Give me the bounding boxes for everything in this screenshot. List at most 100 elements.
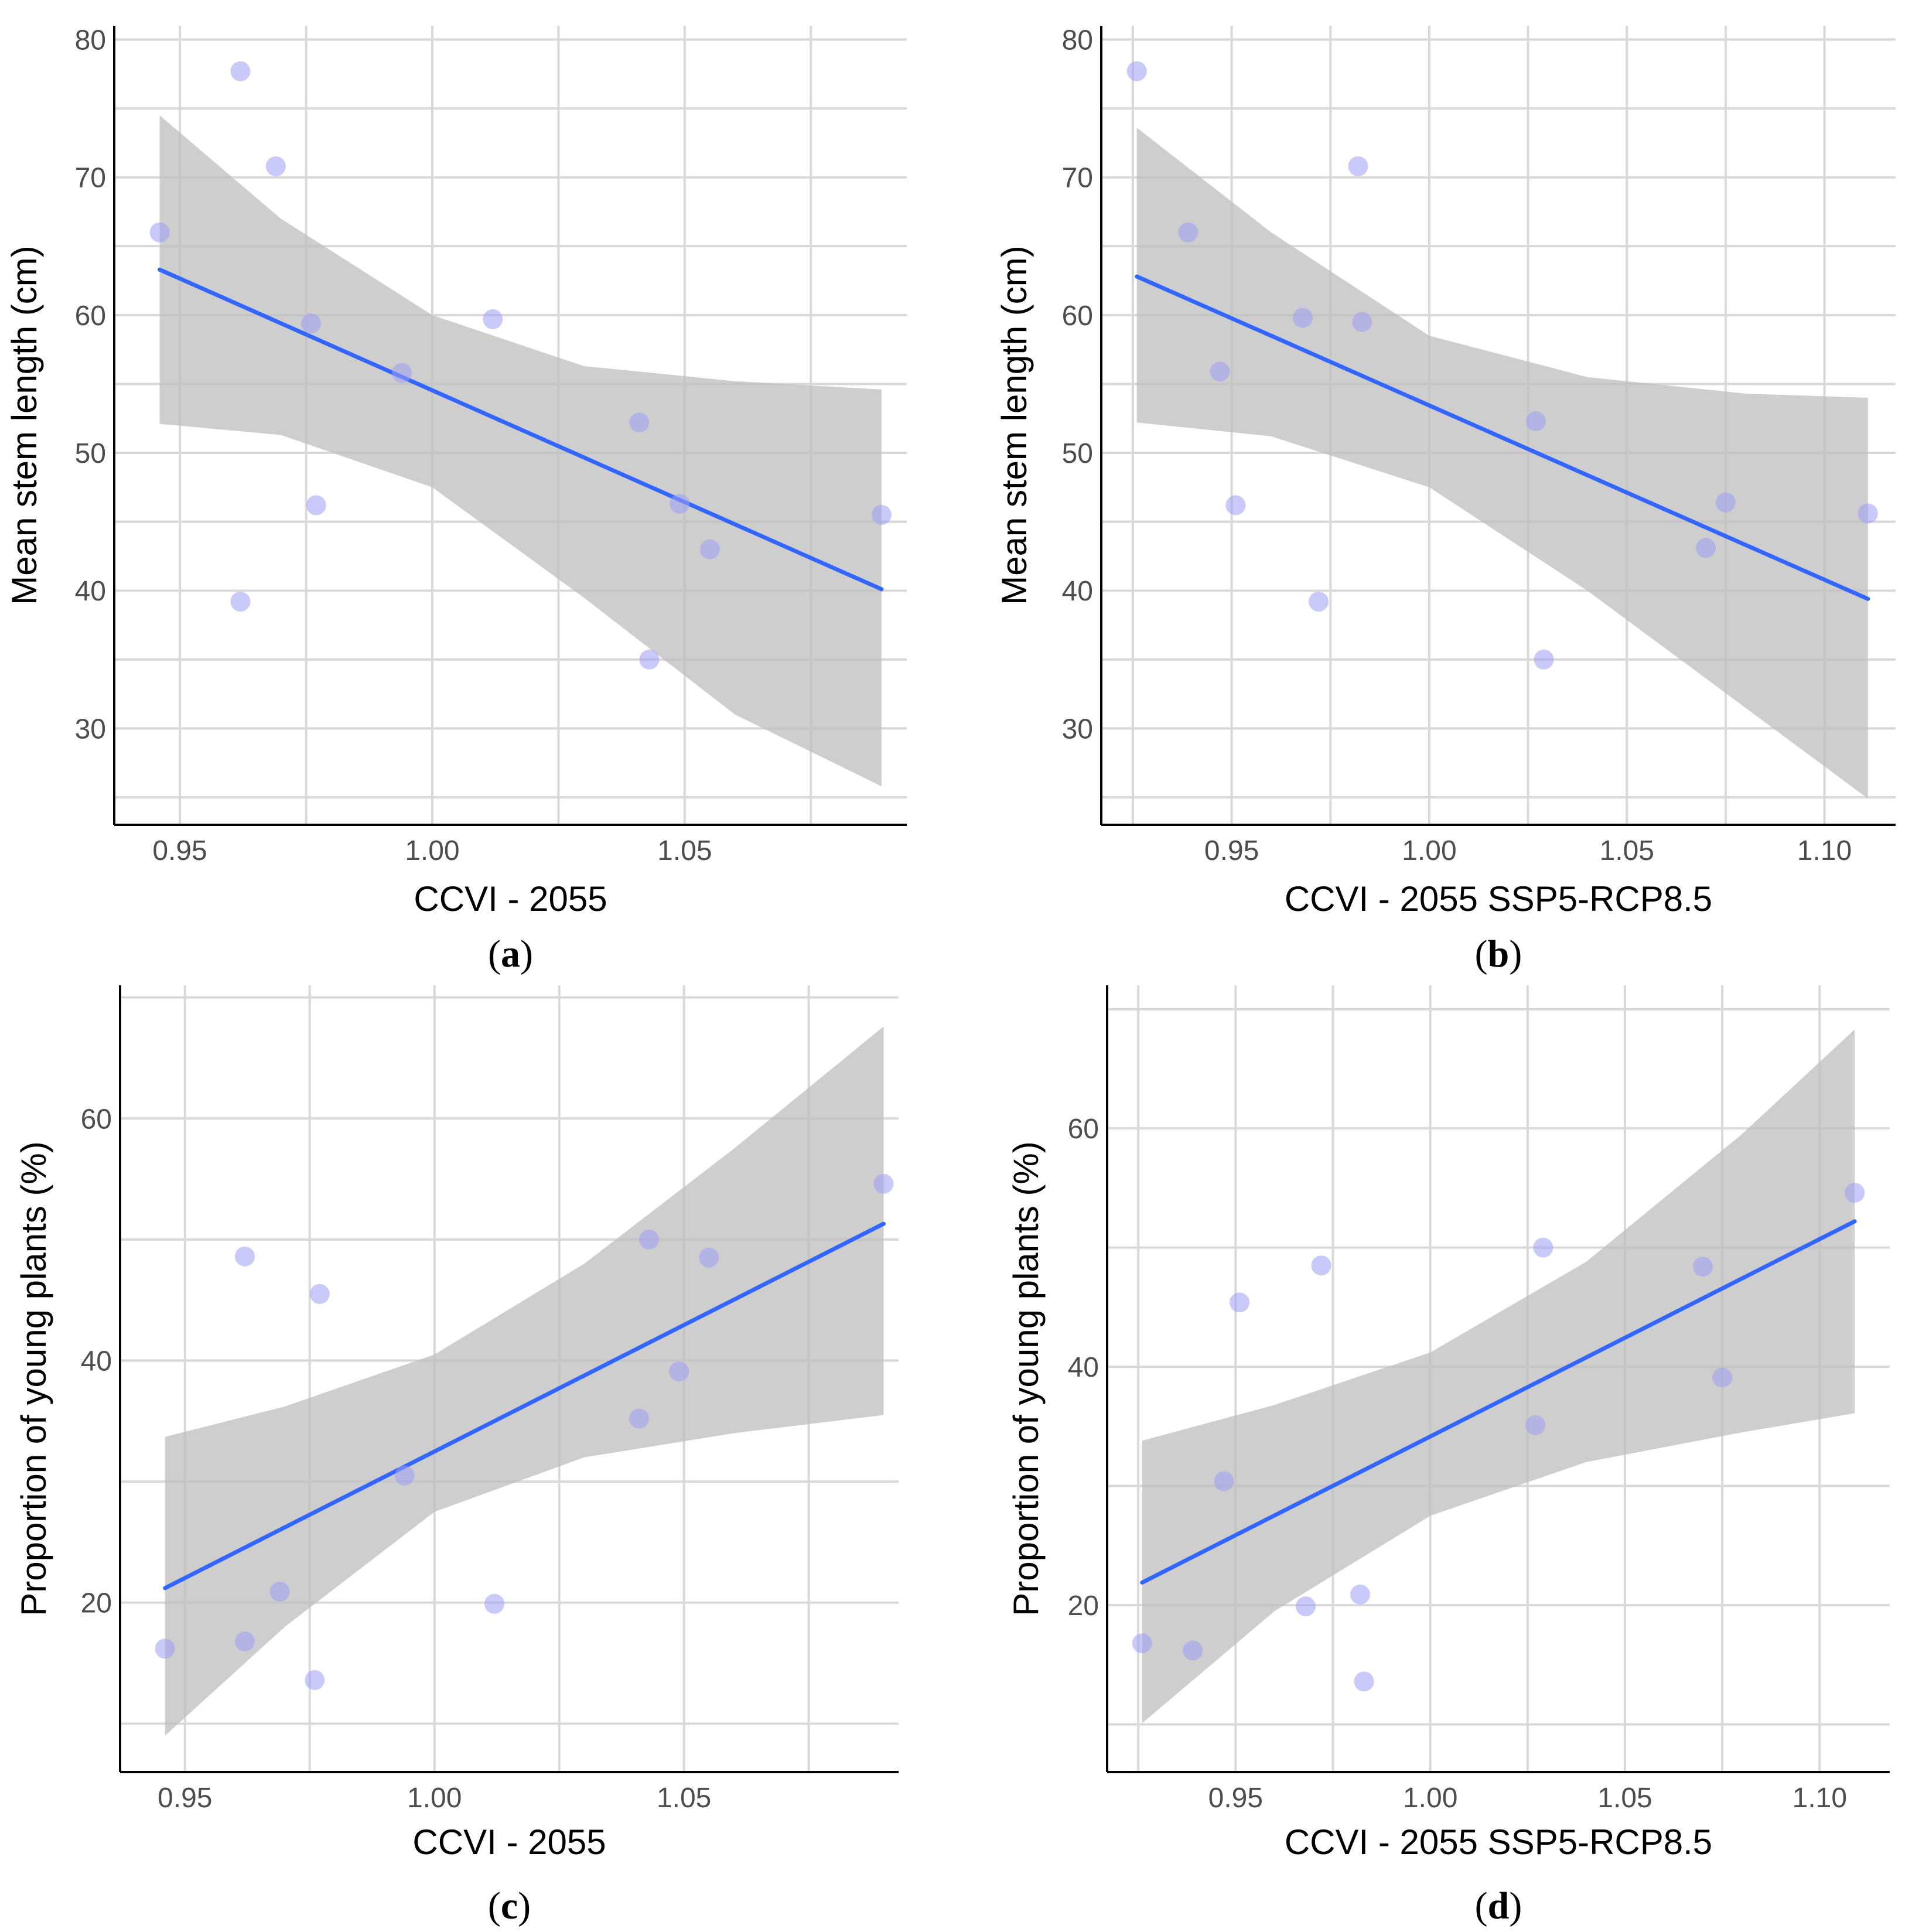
panel-a-y-tick-labels: 30 40 50 60 70 80 bbox=[75, 25, 106, 745]
panel-b-confidence-band bbox=[1136, 128, 1868, 799]
panel-b-data-point bbox=[1293, 308, 1313, 328]
panel-b-regression-line bbox=[1135, 274, 1870, 601]
panel-c-data-point bbox=[699, 1247, 719, 1268]
panel-b-data-point bbox=[1348, 156, 1368, 176]
panel-c-x-tick-label: 1.05 bbox=[657, 1783, 711, 1814]
panel-b-data-point bbox=[1715, 492, 1736, 513]
panel-a-data-point bbox=[230, 592, 251, 612]
panel-d-data-point bbox=[1311, 1255, 1331, 1276]
panel-d-data-point bbox=[1692, 1257, 1713, 1277]
panel-c-regression-line bbox=[163, 1221, 886, 1590]
panel-d-regression-line bbox=[1140, 1219, 1857, 1585]
panel-d-confidence-band bbox=[1142, 1029, 1855, 1723]
panel-d-data-points bbox=[1132, 1183, 1865, 1692]
panel-c-data-point bbox=[309, 1284, 330, 1304]
panel-a-data-point bbox=[629, 412, 650, 433]
panel-b-x-axis-title: CCVI - 2055 SSP5-RCP8.5 bbox=[1285, 879, 1712, 919]
panel-a-data-point bbox=[265, 156, 286, 176]
panel-c-x-tick-label: 1.00 bbox=[407, 1783, 462, 1814]
panel-b-data-point bbox=[1210, 361, 1230, 382]
panel-d-data-point bbox=[1533, 1237, 1553, 1258]
panel-a-data-point bbox=[301, 313, 322, 333]
panel-c-data-point bbox=[305, 1670, 325, 1690]
panel-c-data-point bbox=[484, 1593, 504, 1614]
panel-a-x-tick-label: 1.00 bbox=[405, 835, 459, 866]
panel-b-y-tick-label: 80 bbox=[1062, 25, 1093, 56]
panel-c-y-tick-label: 60 bbox=[81, 1104, 112, 1135]
panel-b-caption: (b) bbox=[1475, 933, 1522, 975]
panel-a-data-point bbox=[483, 309, 503, 329]
panel-d-y-axis-title: Proportion of young plants (%) bbox=[1006, 1141, 1046, 1616]
panel-b-data-point bbox=[1526, 411, 1546, 431]
panel-c-data-point bbox=[639, 1229, 660, 1250]
panel-c-data-point bbox=[394, 1465, 415, 1486]
panel-d-caption: (d) bbox=[1475, 1885, 1522, 1927]
panel-b-x-tick-label: 0.95 bbox=[1204, 835, 1259, 866]
panel-d-data-point bbox=[1214, 1471, 1234, 1491]
panel-a-x-tick-labels: 0.95 1.00 1.05 bbox=[152, 835, 712, 866]
panel-a-regression-line bbox=[158, 267, 884, 592]
panel-a-confidence-band bbox=[159, 115, 882, 787]
panel-c-data-point bbox=[234, 1246, 255, 1267]
panel-d-y-tick-label: 40 bbox=[1068, 1352, 1099, 1383]
panel-a-data-point bbox=[149, 222, 170, 243]
panel-b: 0.95 1.00 1.05 1.10 30 40 50 60 70 80 CCVI - 205… bbox=[995, 25, 1896, 975]
panel-d-data-point bbox=[1525, 1415, 1546, 1435]
panel-b-y-tick-label: 60 bbox=[1062, 301, 1093, 332]
panel-c-y-tick-label: 20 bbox=[81, 1588, 112, 1619]
panel-d-data-point bbox=[1132, 1633, 1152, 1654]
panel-b-x-tick-label: 1.05 bbox=[1600, 835, 1654, 866]
panel-d: 0.95 1.00 1.05 1.10 20 40 60 CCVI - 2055 SSP5… bbox=[1006, 985, 1890, 1927]
panel-b-data-point bbox=[1857, 503, 1878, 524]
panel-c-axes bbox=[119, 985, 899, 1773]
panel-d-data-point bbox=[1354, 1671, 1374, 1692]
panel-a-y-tick-label: 40 bbox=[75, 576, 106, 607]
panel-a-y-tick-label: 80 bbox=[75, 25, 106, 56]
panel-a-y-axis-title: Mean stem length (cm) bbox=[5, 245, 44, 605]
panel-c: 0.95 1.00 1.05 20 40 60 CCVI - 2055 Proporti… bbox=[14, 985, 899, 1927]
panel-b-data-point bbox=[1126, 61, 1147, 81]
panel-b-trend-line bbox=[1135, 274, 1870, 601]
panel-a-data-point bbox=[639, 649, 660, 670]
panel-d-y-tick-label: 20 bbox=[1068, 1590, 1099, 1622]
panel-d-data-point bbox=[1229, 1292, 1249, 1313]
panel-c-data-point bbox=[155, 1639, 175, 1659]
panel-c-data-point bbox=[269, 1582, 290, 1602]
panel-c-x-axis-title: CCVI - 2055 bbox=[412, 1822, 606, 1862]
panel-d-x-tick-label: 1.10 bbox=[1792, 1783, 1847, 1814]
panel-d-trend-line bbox=[1140, 1219, 1857, 1585]
panel-d-data-point bbox=[1183, 1640, 1203, 1661]
panel-b-data-point bbox=[1178, 222, 1198, 243]
panel-b-data-point bbox=[1696, 538, 1716, 558]
panel-b-data-point bbox=[1225, 495, 1246, 516]
panel-c-y-tick-label: 40 bbox=[81, 1346, 112, 1377]
panel-c-confidence-ribbon bbox=[165, 1026, 884, 1736]
panel-b-axes bbox=[1100, 26, 1896, 826]
panel-b-y-axis-title: Mean stem length (cm) bbox=[995, 245, 1034, 605]
panel-d-axes bbox=[1106, 985, 1890, 1773]
panel-c-data-points bbox=[155, 1173, 894, 1690]
panel-a-data-point bbox=[699, 539, 720, 559]
panel-d-x-tick-labels: 0.95 1.00 1.05 1.10 bbox=[1208, 1783, 1847, 1814]
panel-b-data-point bbox=[1352, 312, 1372, 332]
panel-d-caption-letter: d bbox=[1488, 1885, 1510, 1927]
panel-a-y-tick-label: 30 bbox=[75, 714, 106, 745]
panel-a-x-tick-label: 1.05 bbox=[657, 835, 712, 866]
panel-c-y-axis-title: Proportion of young plants (%) bbox=[14, 1141, 53, 1616]
panel-b-data-points bbox=[1126, 61, 1878, 670]
panel-c-confidence-band bbox=[165, 1026, 884, 1736]
panel-a-data-point bbox=[871, 504, 892, 525]
panel-d-data-point bbox=[1350, 1584, 1371, 1605]
panel-b-data-point bbox=[1534, 649, 1554, 670]
panel-a-confidence-ribbon bbox=[159, 115, 882, 787]
panel-a-caption-letter: a bbox=[501, 933, 520, 975]
panel-c-data-point bbox=[873, 1173, 894, 1194]
panel-b-x-tick-label: 1.10 bbox=[1797, 835, 1852, 866]
panel-d-data-point bbox=[1712, 1367, 1733, 1388]
panel-d-data-point bbox=[1295, 1596, 1316, 1617]
panel-d-y-tick-labels: 20 40 60 bbox=[1068, 1114, 1099, 1622]
panel-a-caption: (a) bbox=[488, 933, 533, 975]
panel-c-caption: (c) bbox=[488, 1885, 531, 1927]
panel-d-x-axis-title: CCVI - 2055 SSP5-RCP8.5 bbox=[1285, 1822, 1712, 1862]
